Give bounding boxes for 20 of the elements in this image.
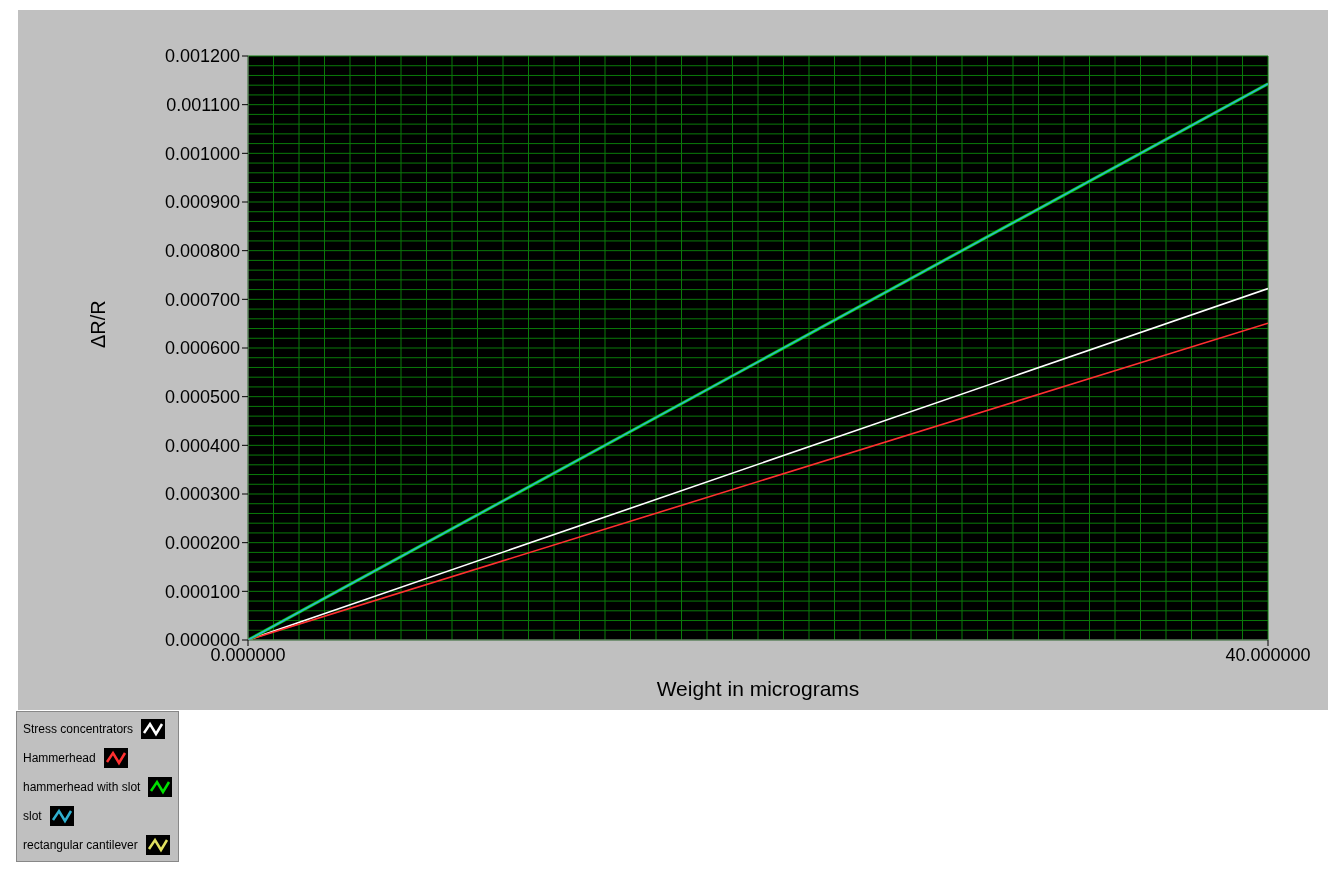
legend-label: Hammerhead — [23, 750, 96, 765]
y-tick-label: 0.000600 — [164, 338, 240, 359]
y-tick-label: 0.001000 — [164, 143, 240, 164]
y-tick-label: 0.000400 — [164, 435, 240, 456]
y-tick-label: 0.000200 — [164, 533, 240, 554]
y-axis-title: ΔR/R — [87, 300, 110, 348]
y-tick-label: 0.000900 — [164, 192, 240, 213]
y-tick-label: 0.001200 — [164, 46, 240, 67]
legend-label: hammerhead with slot — [23, 779, 141, 794]
y-tick-label: 0.001100 — [166, 95, 240, 116]
y-tick-label: 0.000800 — [164, 241, 240, 262]
legend-label: slot — [23, 808, 42, 823]
x-tick-label: 40.000000 — [1225, 644, 1311, 665]
legend-label: Stress concentrators — [23, 721, 134, 736]
y-tick-label: 0.000100 — [164, 581, 240, 602]
y-tick-label: 0.000700 — [164, 289, 240, 310]
y-tick-label: 0.000500 — [164, 387, 240, 408]
legend-label: rectangular cantilever — [23, 837, 138, 852]
x-axis-title: Weight in micrograms — [656, 677, 860, 700]
y-tick-label: 0.000300 — [164, 484, 240, 505]
